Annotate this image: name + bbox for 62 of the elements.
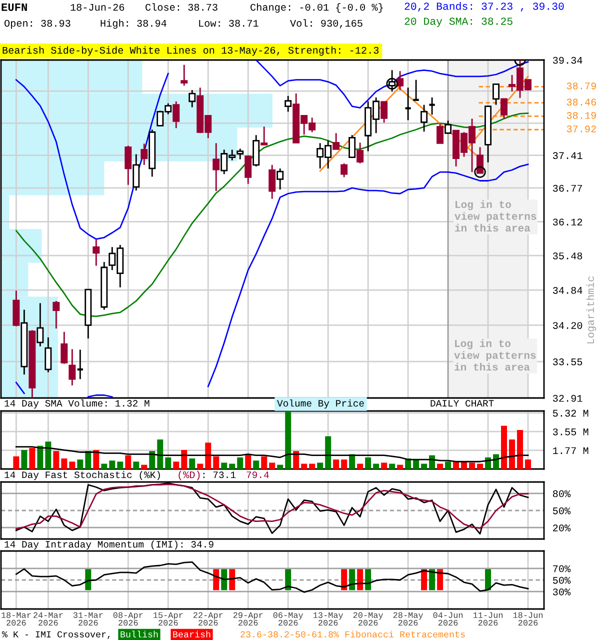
text: DAILY CHART: [430, 400, 494, 407]
text: Low: 38.71: [199, 20, 258, 27]
x-tick-label: 20-May 2026: [353, 612, 384, 626]
text: High: 38.94: [100, 19, 166, 29]
chart-title: 14 Day Intraday Momentum (IMI): 34.9: [4, 540, 214, 550]
y-tick-label: 35.48: [552, 252, 582, 260]
x-tick-label: 22-Apr 2026: [193, 612, 223, 626]
ref-line-label: 38.79: [566, 82, 596, 90]
x-tick-label: 08-Apr 2026: [113, 612, 143, 626]
y-tick-label: 5.32 M: [552, 410, 588, 417]
text: Vol: 930,165: [290, 19, 362, 28]
x-tick-label: 18-Jun 2026: [513, 612, 543, 626]
y-tick-label: 50%: [552, 507, 571, 514]
y-tick-label: 30%: [552, 588, 571, 596]
text: Open: 38.93: [4, 20, 70, 29]
chart-title: 14 Day SMA Volume: 1.32 M: [4, 399, 150, 409]
text: : 73.1: [203, 472, 236, 478]
y-tick-label: 36.77: [552, 184, 582, 192]
text: Volume By Price: [277, 399, 364, 409]
text: 20 Day SMA: 38.25: [404, 18, 512, 27]
y-tick-label: 70%: [553, 565, 571, 572]
text: Bearish Side-by-Side White Lines on 13-May-26, Strength: -12.3: [2, 46, 379, 56]
y-tick-label: 34.20: [552, 322, 582, 329]
x-tick-label: 13-May 2026: [313, 612, 344, 626]
text: Bearish: [173, 630, 210, 638]
y-tick-label: 1.77 M: [553, 447, 588, 454]
y-axis-title: Logarithmic: [586, 276, 596, 344]
annotation: Log in to view patterns in this area: [454, 200, 536, 232]
ref-line-label: 38.46: [566, 98, 596, 106]
text: Bullish: [120, 630, 158, 638]
x-tick-label: 04-Jun 2026: [433, 612, 463, 626]
chart-title: 14 Day Fast Stochastic (%K): [4, 470, 160, 480]
x-tick-label: 15-Apr 2026: [153, 612, 183, 626]
y-tick-label: 32.91: [552, 394, 582, 402]
y-tick-label: 34.84: [552, 286, 582, 294]
y-tick-label: 80%: [552, 490, 571, 498]
y-tick-label: 3.55 M: [552, 428, 588, 436]
y-tick-label: 36.12: [552, 218, 582, 226]
x-tick-label: 06-May 2026: [273, 612, 304, 626]
text: 23.6-38.2-50-61.8% Fibonacci Retracements: [240, 630, 465, 638]
y-tick-label: 33.55: [552, 358, 582, 366]
series-label: (%D): [178, 470, 200, 480]
text: 20,2 Bands: 37.23 , 39.30: [404, 2, 564, 12]
y-tick-label: 50%: [552, 576, 571, 584]
y-tick-label: 39.34: [552, 56, 582, 64]
band-label: Log in to view patterns in this area: [454, 339, 536, 371]
y-tick-label: 20%: [553, 524, 571, 532]
x-tick-label: 11-Jun 2026: [473, 612, 503, 626]
text: 18-Jun-26: [70, 4, 124, 11]
text: 79.4: [246, 472, 269, 478]
ref-line-label: 37.92: [566, 125, 596, 132]
x-tick-label: 31-Mar 2026: [73, 612, 103, 626]
ref-line-label: 38.19: [566, 112, 596, 119]
chart-title: EUFN: [2, 4, 27, 11]
legend-title: % K - IMI Crossover,: [2, 631, 110, 639]
text: Change: -0.01 {-0.0 %}: [250, 3, 383, 13]
x-tick-label: 18-Mar 2026: [2, 612, 31, 626]
text: Close: 38.73: [146, 3, 218, 11]
x-tick-label: 28-May 2026: [393, 612, 424, 626]
x-tick-label: 24-Mar 2026: [34, 612, 63, 626]
y-tick-label: 37.41: [552, 152, 582, 160]
x-tick-label: 29-Apr 2026: [233, 612, 263, 626]
